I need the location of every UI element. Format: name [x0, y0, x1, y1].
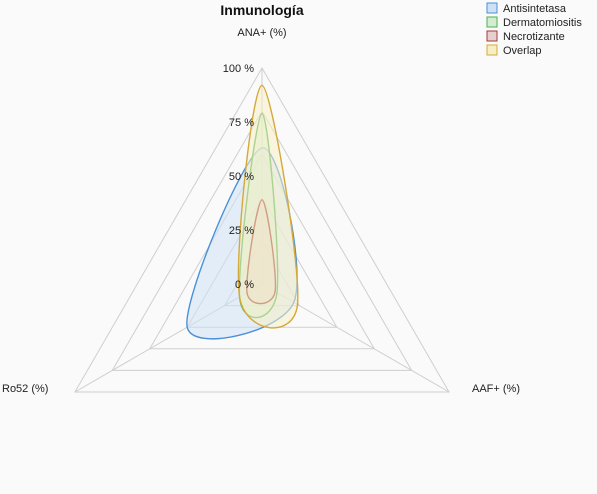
radar-series	[186, 84, 299, 340]
grid-ring	[74, 67, 450, 393]
tick-label: 50 %	[229, 171, 254, 183]
tick-label: 75 %	[229, 117, 254, 129]
legend-label: Antisintetasa	[503, 3, 567, 15]
series-area-overlap	[237, 84, 299, 329]
grid-ring	[148, 153, 376, 350]
legend-swatch	[486, 30, 498, 42]
legend: Antisintetasa Dermatomiositis Necrotizante…	[486, 2, 582, 57]
radial-ticks: 0 % 25 % 50 % 75 % 100 %	[223, 63, 254, 291]
legend-swatch	[486, 16, 498, 28]
chart-title: Inmunología	[220, 2, 303, 18]
tick-label: 0 %	[235, 279, 254, 291]
axis-label-ro52: Ro52 (%)	[2, 383, 48, 395]
axis-label-ana: ANA+ (%)	[237, 27, 286, 39]
axis-label-aaf: AAF+ (%)	[472, 383, 520, 395]
tick-label: 100 %	[223, 63, 254, 75]
tick-label: 25 %	[229, 225, 254, 237]
legend-swatch	[486, 2, 498, 14]
legend-label: Dermatomiositis	[503, 17, 582, 29]
legend-label: Necrotizante	[503, 31, 565, 43]
legend-label: Overlap	[503, 45, 542, 57]
grid-ring	[111, 110, 413, 371]
legend-swatch	[486, 44, 498, 56]
